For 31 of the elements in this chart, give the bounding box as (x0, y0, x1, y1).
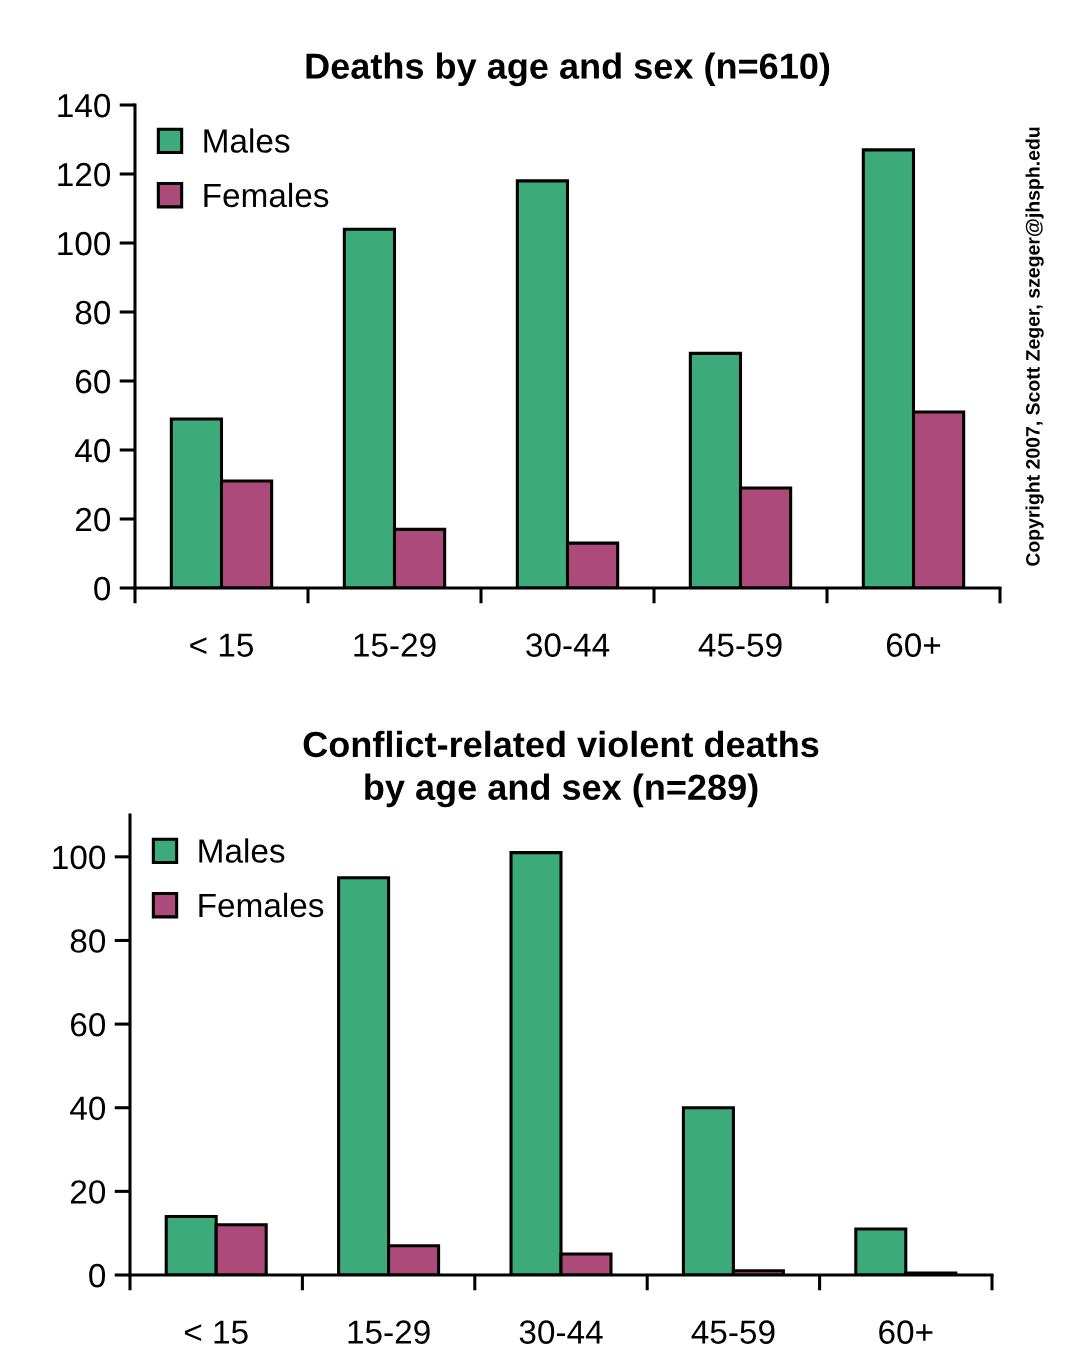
x-tick-label: < 15 (184, 1320, 248, 1344)
y-tick-label: 40 (70, 1096, 106, 1121)
x-tick-label: 60+ (886, 633, 941, 657)
x-tick-label: 45-59 (698, 633, 782, 657)
x-tick-label: 60+ (879, 1320, 933, 1344)
text: Copyright 2007, Scott Zeger, szeger@jhsph.edu (1025, 127, 1044, 566)
y-tick-label: 0 (94, 576, 111, 601)
legend-label: Males (204, 128, 290, 153)
y-tick-label: 40 (75, 438, 111, 463)
y-tick-label: 20 (75, 507, 111, 532)
y-tick-label: 0 (89, 1263, 106, 1288)
x-tick-label: 45-59 (691, 1320, 775, 1344)
legend-label: Males (199, 838, 285, 863)
x-tick-label: 15-29 (348, 1320, 430, 1344)
chart-title: Deaths by age and sex (n=610) (306, 52, 830, 87)
y-tick-label: 60 (76, 369, 111, 394)
x-tick-label: < 15 (190, 633, 254, 657)
y-tick-label: 120 (58, 162, 111, 187)
y-tick-label: 80 (75, 300, 111, 325)
x-tick-label: 30-44 (519, 1320, 603, 1344)
y-tick-label: 100 (58, 231, 111, 256)
y-tick-label: 100 (53, 845, 106, 870)
x-tick-label: 15-29 (354, 633, 436, 657)
chart-title: Conflict-related violent deaths by age and sex (n=289) (303, 730, 819, 808)
y-tick-label: 80 (70, 929, 106, 953)
y-tick-label: 20 (70, 1180, 106, 1204)
y-tick-label: 60 (71, 1012, 106, 1037)
legend-label: Females (204, 182, 329, 208)
y-tick-label: 140 (58, 93, 111, 118)
x-tick-label: 30-44 (526, 633, 610, 657)
legend-label: Females (199, 892, 324, 918)
